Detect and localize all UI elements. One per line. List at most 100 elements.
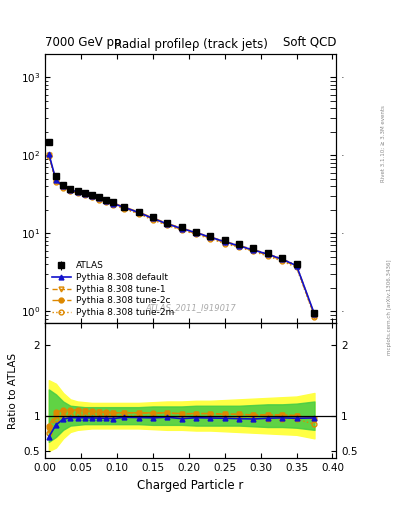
Pythia 8.308 tune-2c	[294, 262, 299, 268]
Pythia 8.308 default	[82, 191, 87, 197]
Pythia 8.308 tune-2c	[265, 251, 270, 257]
Text: mcplots.cern.ch [arXiv:1306.3436]: mcplots.cern.ch [arXiv:1306.3436]	[387, 260, 391, 355]
Pythia 8.308 tune-1	[136, 210, 141, 216]
Pythia 8.308 tune-2c	[136, 209, 141, 215]
Pythia 8.308 default	[97, 196, 101, 202]
Pythia 8.308 tune-1	[75, 189, 80, 196]
Pythia 8.308 tune-2m	[111, 202, 116, 208]
Pythia 8.308 tune-2c	[222, 238, 227, 244]
Pythia 8.308 tune-1	[208, 235, 213, 241]
Pythia 8.308 tune-1	[251, 247, 256, 253]
Pythia 8.308 tune-2m	[46, 153, 51, 159]
Pythia 8.308 tune-1	[222, 240, 227, 246]
Pythia 8.308 tune-2c	[280, 256, 285, 262]
Pythia 8.308 tune-2m	[53, 179, 58, 185]
Pythia 8.308 default	[165, 221, 170, 227]
Pythia 8.308 tune-2c	[122, 204, 127, 210]
Pythia 8.308 tune-2c	[82, 190, 87, 197]
Pythia 8.308 tune-1	[53, 178, 58, 184]
Pythia 8.308 tune-2c	[104, 197, 108, 203]
Pythia 8.308 default	[61, 183, 66, 189]
Pythia 8.308 tune-2m	[82, 192, 87, 198]
Pythia 8.308 tune-1	[237, 243, 241, 249]
Pythia 8.308 tune-2c	[111, 200, 116, 206]
Pythia 8.308 default	[251, 247, 256, 253]
Pythia 8.308 tune-2c	[97, 195, 101, 201]
Pythia 8.308 tune-2m	[179, 227, 184, 233]
Title: Radial profileρ (track jets): Radial profileρ (track jets)	[114, 38, 268, 51]
Pythia 8.308 tune-1	[312, 313, 317, 319]
Pythia 8.308 tune-2m	[194, 231, 198, 238]
Pythia 8.308 default	[294, 263, 299, 269]
Pythia 8.308 tune-1	[179, 226, 184, 232]
Pythia 8.308 tune-2c	[179, 225, 184, 231]
Pythia 8.308 tune-2m	[280, 258, 285, 264]
Pythia 8.308 tune-2m	[312, 314, 317, 320]
Pythia 8.308 tune-2m	[68, 188, 73, 195]
Pythia 8.308 tune-2m	[104, 199, 108, 205]
Text: ATLAS_2011_I919017: ATLAS_2011_I919017	[145, 303, 236, 312]
Pythia 8.308 tune-1	[122, 205, 127, 211]
Pythia 8.308 tune-2m	[151, 217, 155, 223]
Pythia 8.308 default	[179, 225, 184, 231]
Pythia 8.308 tune-2m	[97, 197, 101, 203]
Pythia 8.308 tune-1	[90, 194, 94, 200]
Pythia 8.308 tune-2m	[75, 190, 80, 196]
Text: Soft QCD: Soft QCD	[283, 36, 336, 49]
Pythia 8.308 tune-2m	[251, 248, 256, 254]
Pythia 8.308 tune-2m	[265, 253, 270, 259]
Pythia 8.308 tune-2m	[165, 222, 170, 228]
Pythia 8.308 tune-2c	[237, 242, 241, 248]
Pythia 8.308 tune-2c	[194, 229, 198, 236]
Pythia 8.308 tune-2c	[151, 215, 155, 221]
Pythia 8.308 tune-1	[151, 216, 155, 222]
Pythia 8.308 default	[122, 204, 127, 210]
Pythia 8.308 default	[312, 311, 317, 317]
Pythia 8.308 tune-2c	[90, 193, 94, 199]
Pythia 8.308 tune-2m	[294, 264, 299, 270]
Line: Pythia 8.308 tune-2m: Pythia 8.308 tune-2m	[46, 154, 317, 319]
Pythia 8.308 default	[194, 229, 198, 236]
Pythia 8.308 tune-2m	[222, 241, 227, 247]
Line: Pythia 8.308 tune-1: Pythia 8.308 tune-1	[46, 153, 317, 318]
Pythia 8.308 default	[222, 239, 227, 245]
Pythia 8.308 default	[237, 243, 241, 249]
Legend: ATLAS, Pythia 8.308 default, Pythia 8.308 tune-1, Pythia 8.308 tune-2c, Pythia 8: ATLAS, Pythia 8.308 default, Pythia 8.30…	[50, 260, 176, 319]
X-axis label: Charged Particle r: Charged Particle r	[138, 479, 244, 492]
Pythia 8.308 tune-2m	[122, 206, 127, 212]
Pythia 8.308 tune-2c	[165, 220, 170, 226]
Pythia 8.308 tune-2m	[61, 184, 66, 190]
Pythia 8.308 tune-2c	[208, 234, 213, 240]
Pythia 8.308 default	[46, 151, 51, 157]
Pythia 8.308 tune-1	[294, 264, 299, 270]
Pythia 8.308 default	[75, 189, 80, 195]
Pythia 8.308 tune-2c	[46, 152, 51, 158]
Pythia 8.308 tune-1	[46, 152, 51, 158]
Pythia 8.308 tune-1	[61, 184, 66, 190]
Pythia 8.308 tune-2c	[68, 187, 73, 193]
Pythia 8.308 tune-1	[68, 188, 73, 194]
Pythia 8.308 default	[90, 193, 94, 199]
Pythia 8.308 tune-1	[97, 196, 101, 202]
Pythia 8.308 default	[265, 251, 270, 257]
Pythia 8.308 tune-2c	[251, 246, 256, 252]
Line: Pythia 8.308 default: Pythia 8.308 default	[46, 151, 317, 316]
Line: Pythia 8.308 tune-2c: Pythia 8.308 tune-2c	[46, 152, 317, 317]
Pythia 8.308 tune-2m	[90, 194, 94, 200]
Pythia 8.308 tune-2m	[136, 211, 141, 217]
Pythia 8.308 default	[68, 187, 73, 193]
Pythia 8.308 tune-2c	[75, 188, 80, 195]
Pythia 8.308 default	[280, 256, 285, 262]
Pythia 8.308 default	[104, 198, 108, 204]
Pythia 8.308 default	[208, 234, 213, 240]
Pythia 8.308 tune-1	[82, 191, 87, 198]
Pythia 8.308 tune-2m	[208, 236, 213, 242]
Pythia 8.308 default	[151, 216, 155, 222]
Pythia 8.308 default	[53, 177, 58, 183]
Y-axis label: Ratio to ATLAS: Ratio to ATLAS	[8, 353, 18, 429]
Pythia 8.308 tune-1	[165, 222, 170, 228]
Pythia 8.308 tune-2c	[312, 312, 317, 318]
Pythia 8.308 tune-2m	[237, 244, 241, 250]
Pythia 8.308 tune-2c	[61, 183, 66, 189]
Pythia 8.308 tune-2c	[53, 177, 58, 183]
